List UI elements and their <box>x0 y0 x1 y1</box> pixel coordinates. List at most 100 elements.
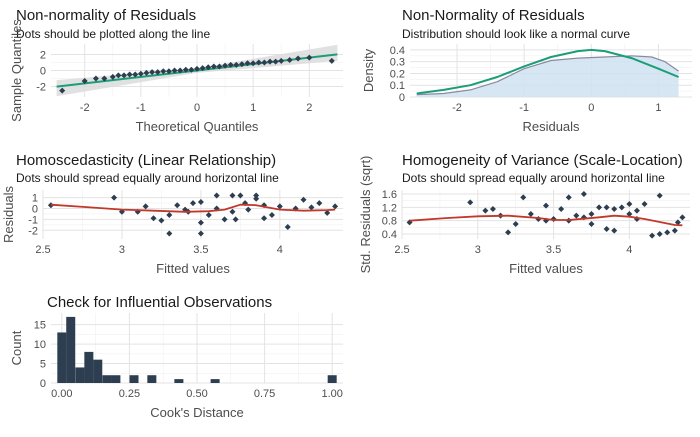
x-axis-title: Fitted values <box>156 261 230 276</box>
chart-title: Homoscedasticity (Linear Relationship) <box>16 152 276 169</box>
y-tick-label: 0.4 <box>390 45 405 57</box>
data-point <box>272 58 279 65</box>
normal-curve <box>416 48 679 95</box>
y-tick-label: 15 <box>34 320 46 332</box>
data-point <box>300 196 307 203</box>
x-tick-label: 2.5 <box>394 244 409 256</box>
data-point <box>324 209 331 216</box>
data-point <box>199 65 206 72</box>
histogram-bar <box>129 375 139 383</box>
data-point <box>633 207 640 214</box>
y-tick-label: 5 <box>40 359 46 371</box>
data-point <box>132 71 139 78</box>
y-axis-title: Density <box>361 48 376 92</box>
x-tick-label: 3 <box>475 244 481 256</box>
plot-area <box>406 191 686 239</box>
data-point <box>143 69 150 76</box>
histogram-bar <box>210 379 220 383</box>
data-point <box>626 201 633 207</box>
y-tick-label: 1.6 <box>382 189 397 201</box>
plot-area <box>47 192 339 237</box>
data-point <box>150 215 157 222</box>
data-point <box>232 216 239 223</box>
data-point <box>227 61 234 68</box>
data-point <box>328 57 335 64</box>
data-point <box>205 212 212 219</box>
y-tick-label: 1 <box>32 193 38 205</box>
data-point <box>527 211 534 217</box>
plot-area <box>56 44 338 97</box>
x-tick-label: 0 <box>194 102 200 114</box>
data-point <box>278 57 285 64</box>
data-point <box>81 77 88 84</box>
data-point <box>174 202 181 209</box>
data-point <box>588 221 595 227</box>
y-tick-label: 0 <box>32 204 38 216</box>
data-point <box>188 66 195 73</box>
y-axis-title: Count <box>9 330 24 365</box>
data-point <box>142 203 149 210</box>
data-point <box>512 221 519 227</box>
y-tick-label: 0 <box>399 92 405 104</box>
x-tick-label: 4 <box>626 244 632 256</box>
density-curve <box>416 55 679 96</box>
chart-subtitle: Dots should spread equally around horizo… <box>16 171 279 185</box>
smooth-line <box>409 214 683 227</box>
data-point <box>520 194 527 201</box>
data-point <box>626 211 633 217</box>
x-tick-label: 1 <box>655 102 661 114</box>
x-tick-label: 4 <box>277 244 283 256</box>
x-tick-label: -2 <box>452 102 462 114</box>
data-point <box>286 57 293 64</box>
data-point <box>284 224 291 231</box>
chart-title: Homogeneity of Variance (Scale-Location) <box>402 152 683 169</box>
x-tick-label: 1 <box>250 102 256 114</box>
plot-panel <box>402 190 690 239</box>
histogram-bar <box>111 375 121 383</box>
data-point <box>679 214 686 221</box>
y-tick-label: 0.3 <box>390 57 405 69</box>
histogram-bar <box>147 375 157 383</box>
chart-subtitle: Distribution should look like a normal c… <box>402 27 630 41</box>
data-point <box>276 203 283 210</box>
data-point <box>489 206 496 212</box>
histogram-bar <box>75 367 85 383</box>
data-point <box>611 227 618 234</box>
data-point <box>213 192 220 199</box>
x-axis-title: Residuals <box>522 119 580 134</box>
chart-density: Non-Normality of Residuals Distribution s… <box>361 7 692 134</box>
chart-qq: Non-normality of Residuals Dots should be… <box>9 7 343 134</box>
data-point <box>205 64 212 71</box>
x-tick-label: 3.5 <box>193 244 208 256</box>
data-point <box>92 75 99 82</box>
data-point <box>618 204 625 211</box>
data-point <box>197 219 204 226</box>
data-point <box>253 195 260 202</box>
data-point <box>229 208 236 215</box>
x-tick-label: 2.5 <box>35 244 50 256</box>
chart-subtitle: Dots should be plotted along the line <box>16 27 210 41</box>
plot-area <box>57 316 337 383</box>
x-axis-title: Cook's Distance <box>150 405 244 420</box>
x-tick-label: 1.00 <box>321 388 342 400</box>
data-point <box>306 54 313 61</box>
y-tick-label: 1.2 <box>382 202 397 214</box>
data-point <box>177 67 184 74</box>
data-point <box>543 202 549 209</box>
data-point <box>671 227 678 234</box>
chart-title: Check for Influential Observations <box>47 294 272 311</box>
y-tick-label: 0.4 <box>382 229 397 241</box>
data-point <box>611 206 618 212</box>
y-tick-label: 0.2 <box>390 68 405 80</box>
x-tick-label: 0.25 <box>119 388 140 400</box>
y-axis-title: Sample Quantiles <box>9 19 24 122</box>
y-tick-label: 2 <box>40 49 46 61</box>
data-point <box>237 192 244 199</box>
data-point <box>596 204 603 211</box>
x-tick-label: 0.75 <box>254 388 275 400</box>
y-tick-label: -1 <box>28 214 38 226</box>
chart-title: Non-Normality of Residuals <box>402 7 585 24</box>
x-tick-label: 0.00 <box>51 388 72 400</box>
x-tick-label: 0.50 <box>186 388 207 400</box>
x-axis-title: Fitted values <box>509 261 583 276</box>
